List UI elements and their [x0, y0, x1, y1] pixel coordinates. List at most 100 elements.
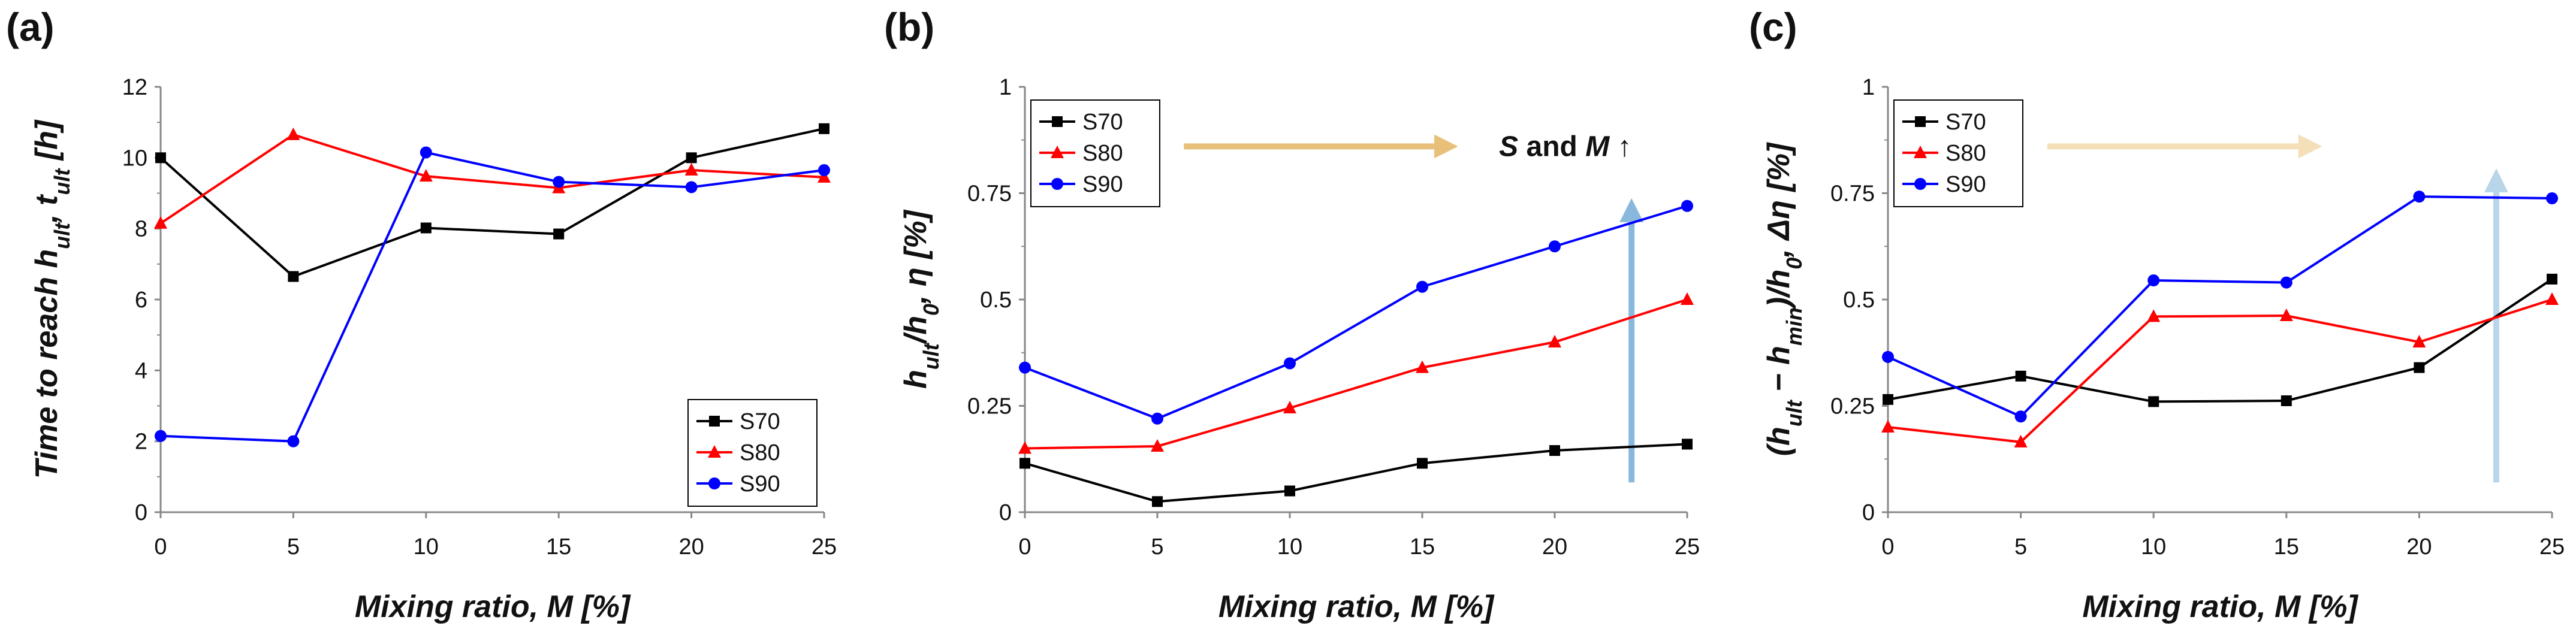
- legend: S70 S80 S90: [1893, 99, 2023, 207]
- trend-annotation: S and M ↑: [1499, 131, 1631, 162]
- data-point-S90: [1019, 361, 1031, 374]
- data-point-S90: [420, 146, 432, 159]
- annotation-arrow: ↑: [1609, 131, 1631, 162]
- panel-label: (a): [6, 5, 55, 49]
- data-point-S80: [2147, 309, 2161, 322]
- legend-label-S70: S70: [740, 409, 780, 434]
- series-S70: [1883, 273, 2557, 407]
- data-point-S90: [1549, 240, 1561, 253]
- data-point-S90: [155, 430, 167, 442]
- series-S70: [1019, 439, 1693, 507]
- data-point-S70: [1284, 485, 1295, 497]
- x-tick-label: 20: [678, 534, 704, 560]
- data-point-S90: [2280, 276, 2293, 289]
- data-point-S90: [1681, 199, 1693, 212]
- data-point-S90: [2147, 274, 2160, 287]
- y-tick-label: 8: [135, 217, 147, 242]
- x-tick-label: 10: [414, 534, 439, 560]
- x-tick-label: 20: [2406, 534, 2432, 560]
- series-S90: [1882, 191, 2558, 423]
- data-point-S70: [1549, 445, 1560, 456]
- data-point-S80: [1283, 401, 1296, 414]
- legend-marker-S90: [708, 477, 720, 489]
- data-point-S80: [1681, 292, 1694, 305]
- data-point-S70: [288, 271, 299, 282]
- series-line-S80: [1024, 298, 1688, 450]
- y-tick-label: 0.5: [1843, 288, 1875, 313]
- y-tick-label: 0.5: [980, 288, 1012, 313]
- legend-label-S90: S90: [1945, 172, 1986, 197]
- series-line-S70: [1887, 278, 2553, 403]
- series-line-S90: [1024, 204, 1688, 420]
- data-point-S80: [1018, 441, 1031, 454]
- series-S90: [155, 146, 830, 447]
- data-point-S70: [686, 152, 697, 164]
- data-point-S90: [1284, 357, 1296, 370]
- data-point-S70: [819, 123, 829, 134]
- data-point-S90: [553, 176, 565, 188]
- x-tick-label: 5: [1151, 534, 1163, 560]
- data-point-S90: [2413, 191, 2426, 203]
- data-point-S70: [2281, 395, 2292, 406]
- data-point-S70: [1019, 458, 1030, 469]
- legend: S70 S80 S90: [687, 399, 818, 507]
- y-tick-label: 6: [135, 288, 147, 313]
- data-point-S80: [2412, 335, 2426, 347]
- x-tick-label: 10: [1277, 534, 1302, 560]
- legend-marker-S90: [1914, 178, 1926, 190]
- annotation-and: and: [1518, 131, 1585, 162]
- y-tick-label: 10: [122, 146, 147, 171]
- data-point-S90: [818, 164, 830, 177]
- series-S80: [1018, 292, 1694, 454]
- data-point-S70: [2148, 396, 2159, 407]
- y-tick-label: 0: [135, 500, 147, 525]
- legend-marker-S80: [1051, 146, 1064, 158]
- x-axis-title: Mixing ratio, M [%]: [2082, 589, 2358, 624]
- y-tick-label: 0.75: [967, 182, 1012, 207]
- legend-label-S70: S70: [1945, 110, 1986, 135]
- panel-0: (a) 0 2 4 6 8 10 12 0 5 10 15 20 25 Mixing ratio, M [%…: [6, 5, 837, 624]
- x-tick-label: 20: [1542, 534, 1567, 560]
- data-point-S70: [155, 152, 166, 164]
- y-tick-label: 0: [999, 500, 1012, 525]
- data-point-S80: [1881, 420, 1895, 433]
- y-tick-label: 1: [1862, 75, 1875, 100]
- data-point-S90: [1416, 280, 1428, 293]
- x-tick-label: 5: [2014, 534, 2027, 560]
- y-tick-label: 0.75: [1830, 182, 1875, 207]
- data-point-S70: [420, 222, 432, 234]
- legend-marker-S80: [708, 445, 721, 458]
- y-tick-label: 0.25: [967, 394, 1012, 419]
- legend-label-S90: S90: [740, 471, 780, 497]
- y-axis-title: hult/h0, η [%]: [898, 209, 943, 389]
- x-tick-label: 25: [2539, 534, 2565, 560]
- data-point-S70: [2414, 362, 2425, 373]
- y-tick-label: 2: [135, 430, 147, 455]
- x-axis-title: Mixing ratio, M [%]: [355, 589, 631, 624]
- legend-marker-S80: [1914, 146, 1927, 158]
- y-axis-title: (hult − hmin)/h0, Δη [%]: [1761, 142, 1806, 456]
- data-point-S70: [2547, 273, 2557, 285]
- data-point-S80: [818, 170, 831, 183]
- data-point-S80: [2545, 292, 2559, 305]
- panel-label: (b): [884, 5, 934, 49]
- series-S90: [1019, 199, 1693, 425]
- legend-marker-S70: [709, 416, 720, 427]
- x-tick-label: 10: [2141, 534, 2166, 560]
- data-point-S90: [685, 181, 698, 193]
- data-point-S80: [2014, 434, 2028, 447]
- legend: S70 S80 S90: [1030, 99, 1160, 207]
- series-line-S90: [1887, 195, 2553, 418]
- x-tick-label: 5: [287, 534, 300, 560]
- data-point-S70: [1417, 458, 1428, 469]
- data-point-S80: [2279, 308, 2293, 321]
- y-tick-label: 4: [135, 358, 147, 383]
- data-point-S80: [684, 163, 698, 176]
- x-tick-label: 15: [546, 534, 571, 560]
- x-axis-title: Mixing ratio, M [%]: [1218, 589, 1495, 624]
- x-tick-label: 15: [2274, 534, 2299, 560]
- legend-label-S70: S70: [1082, 110, 1123, 135]
- series-S70: [155, 123, 829, 282]
